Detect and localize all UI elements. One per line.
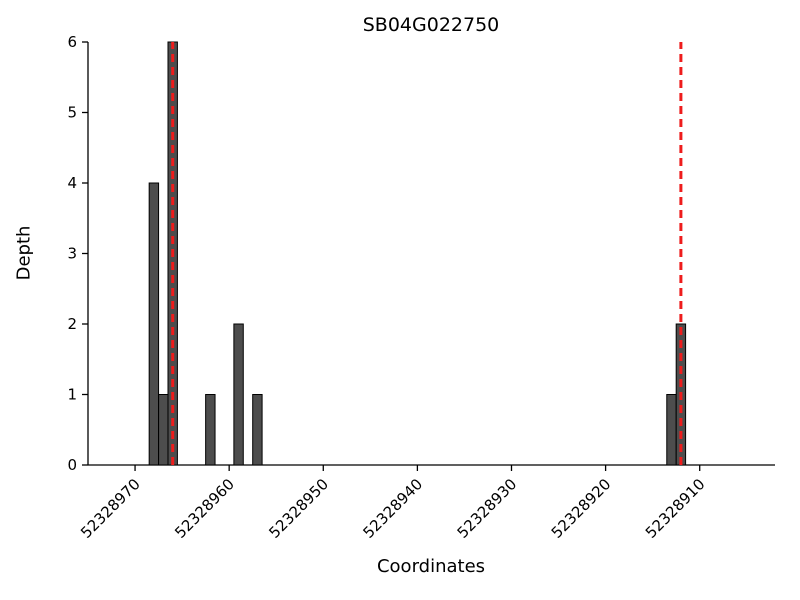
chart-title: SB04G022750 [362,14,500,36]
y-tick-label: 0 [67,456,77,474]
x-tick-label: 52328960 [171,475,238,542]
x-tick-label: 52328920 [548,475,615,542]
depth-bar [148,182,160,466]
x-tick-label: 52328930 [454,475,521,542]
y-axis-label: Depth [13,225,35,281]
y-tick-label: 3 [67,245,77,263]
depth-bar [666,394,677,466]
y-tick-label: 6 [67,33,77,51]
depth-bar [158,394,169,466]
x-tick-label: 52328940 [359,475,426,542]
x-tick-label: 52328950 [265,475,332,542]
x-tick-label: 52328910 [642,475,709,542]
y-tick-label: 2 [67,315,77,333]
y-tick-label: 5 [67,104,77,122]
depth-bar [252,394,263,466]
depth-bar [233,323,244,466]
depth-bar [205,394,216,466]
x-axis-label: Coordinates [376,556,486,577]
x-tick-label: 52328970 [77,475,144,542]
y-tick-label: 4 [67,174,77,192]
y-tick-label: 1 [67,386,77,404]
